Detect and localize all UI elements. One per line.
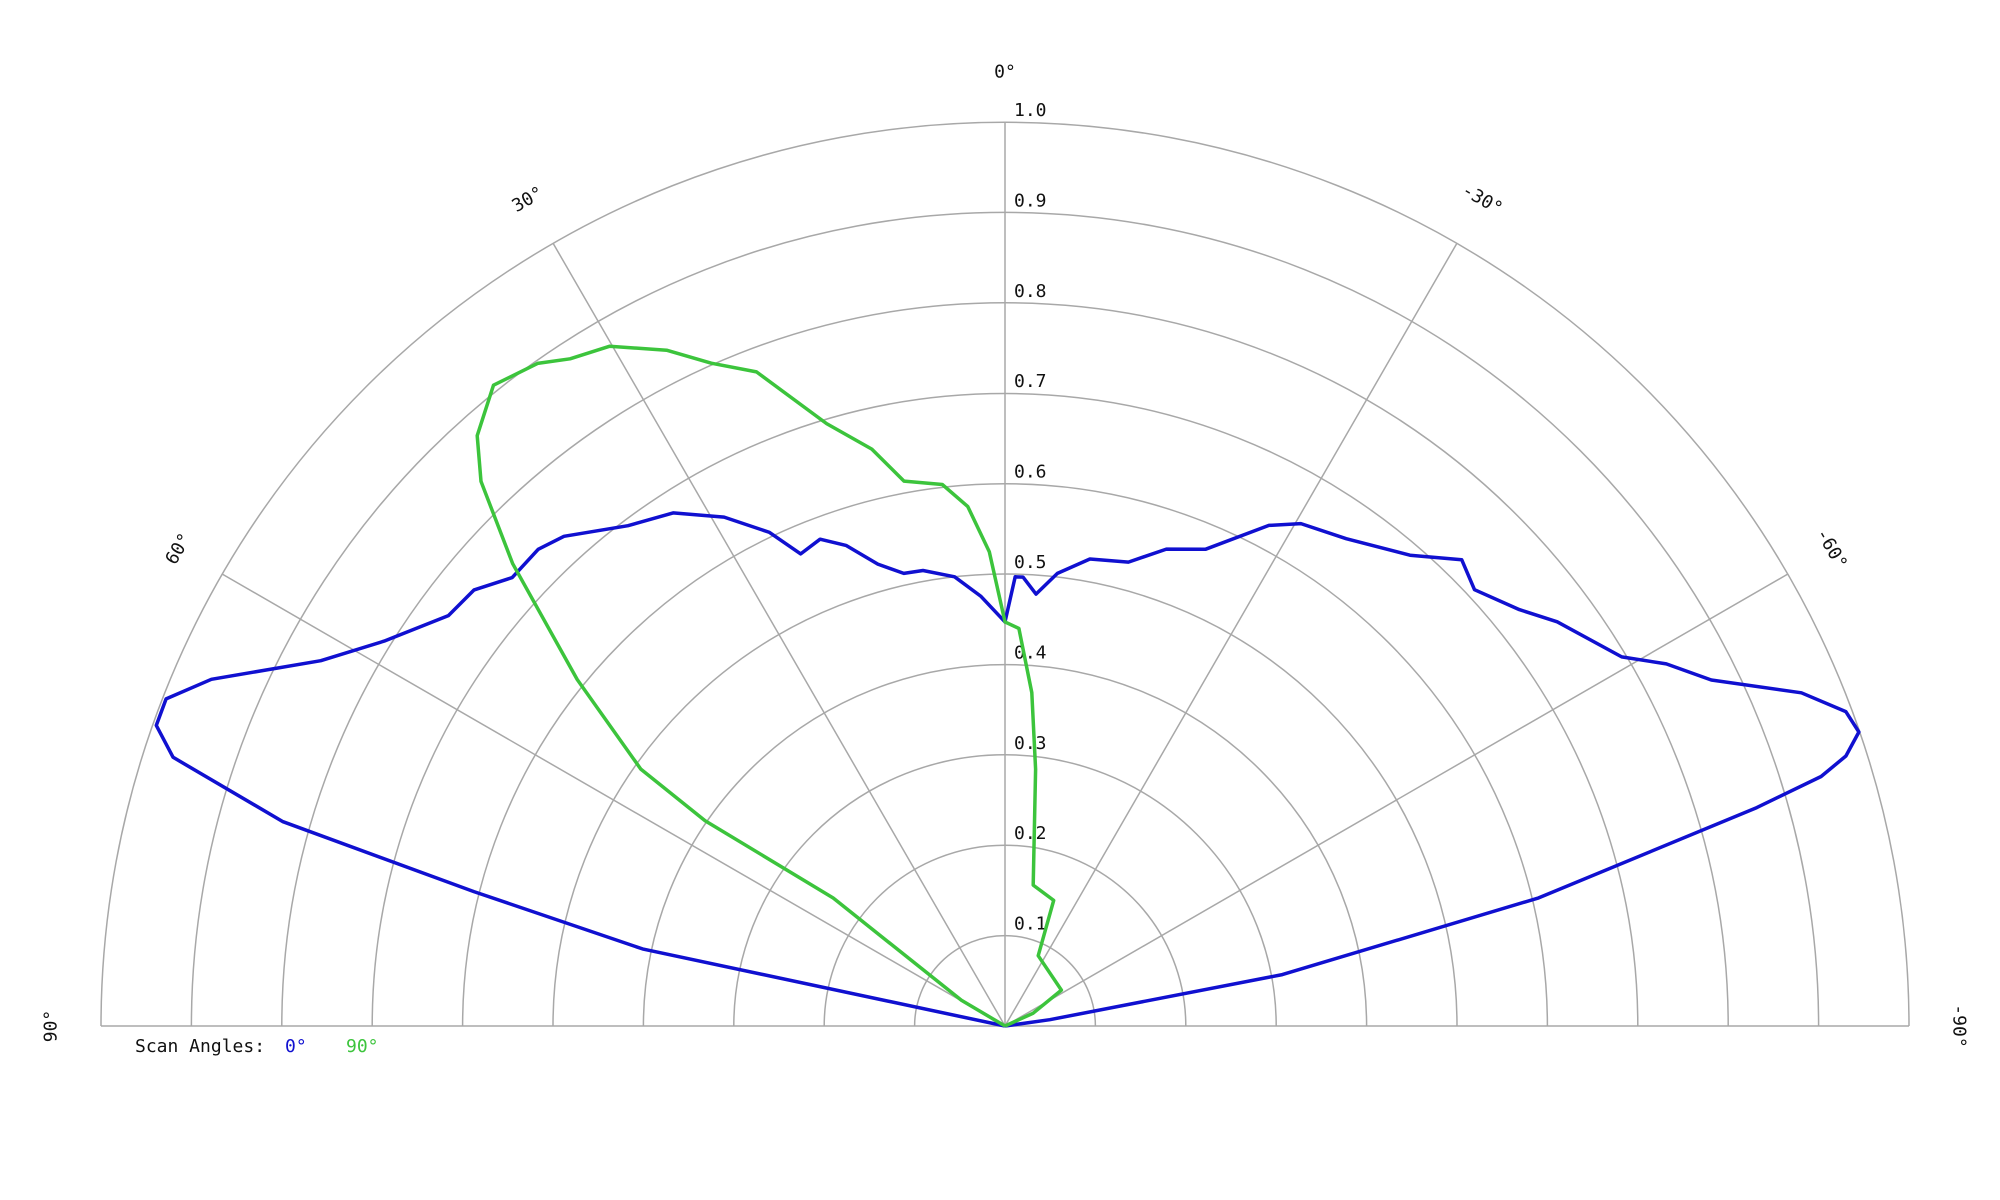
r-tick-label: 0.6 [1014,462,1047,483]
r-tick-label: 0.5 [1014,552,1047,573]
theta-tick-label: -60° [1811,525,1851,573]
theta-tick-label: -90° [1949,1004,1970,1047]
legend-entry: 0° [285,1036,307,1057]
r-tick-label: 0.3 [1014,733,1047,754]
r-tick-label: 1.0 [1014,100,1047,121]
grid-spoke [552,242,1006,1027]
theta-tick-label: -30° [1458,180,1506,220]
r-tick-label: 0.4 [1014,642,1047,663]
series-line [154,511,1861,1028]
theta-tick-label: 0° [994,61,1016,82]
series-line [475,344,1064,1028]
r-tick-label: 0.1 [1014,914,1047,935]
theta-tick-label: 60° [161,530,195,569]
r-tick-label: 0.8 [1014,281,1047,302]
r-tick-label: 0.9 [1014,190,1047,211]
legend-title: Scan Angles: [135,1036,265,1057]
grid-spoke [1004,573,1789,1027]
legend-entry: 90° [346,1036,379,1057]
r-tick-label: 0.7 [1014,371,1047,392]
grid-spoke [1004,242,1458,1027]
grid-spoke [221,573,1006,1027]
r-tick-label: 0.2 [1014,823,1047,844]
theta-tick-label: 30° [509,182,548,216]
theta-tick-label: 90° [40,1010,61,1043]
